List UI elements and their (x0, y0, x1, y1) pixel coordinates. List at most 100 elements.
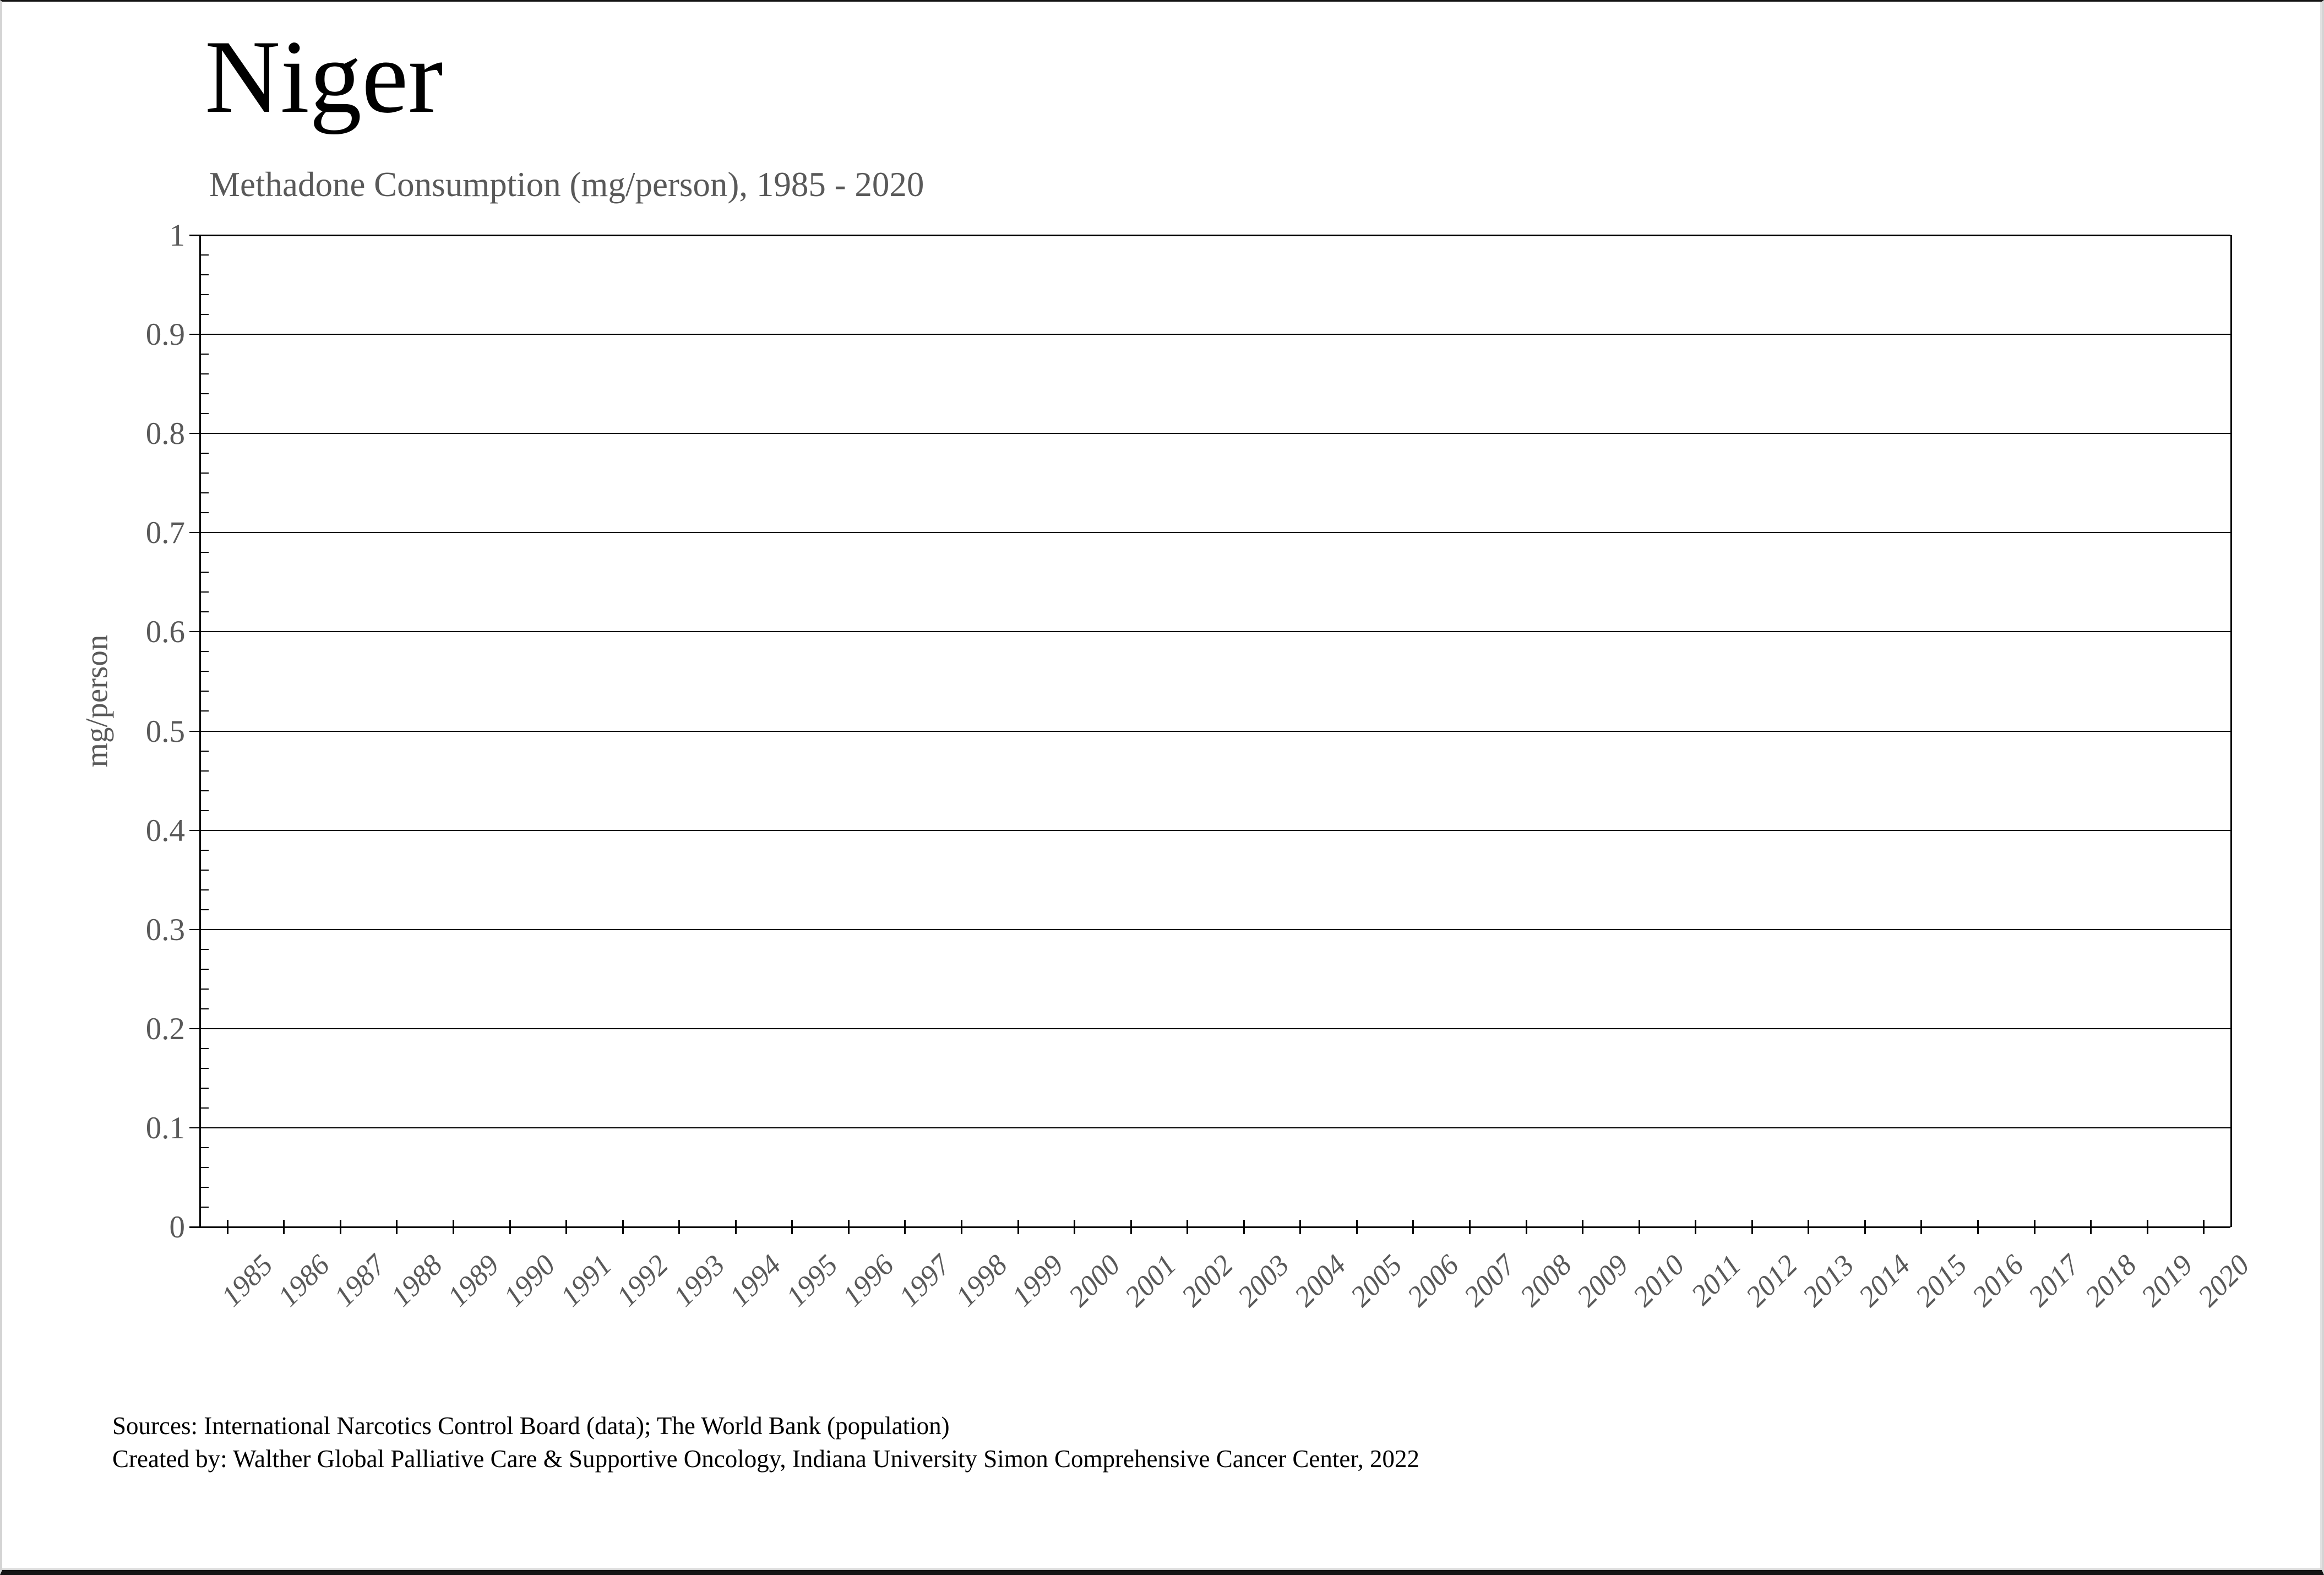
y-minor-tick (199, 968, 209, 970)
x-tick-label-1992: 1992 (611, 1248, 675, 1313)
y-tick-label-0.3: 0.3 (145, 912, 185, 947)
y-minor-tick (199, 572, 209, 573)
y-tick-label-0: 0 (169, 1210, 186, 1245)
y-minor-tick (199, 611, 209, 613)
x-tick-label-2015: 2015 (1909, 1248, 1973, 1313)
y-minor-tick (199, 671, 209, 672)
x-tick-2005 (1356, 1220, 1358, 1234)
y-minor-tick (199, 373, 209, 375)
x-tick-label-2011: 2011 (1685, 1248, 1748, 1312)
x-tick-1996 (847, 1220, 850, 1234)
x-tick-1986 (283, 1220, 285, 1234)
x-tick-2007 (1469, 1220, 1471, 1234)
y-minor-tick (199, 274, 209, 276)
x-tick-2002 (1187, 1220, 1189, 1234)
x-tick-2014 (1864, 1220, 1866, 1234)
x-tick-2013 (1808, 1220, 1810, 1234)
x-tick-2012 (1751, 1220, 1753, 1234)
x-tick-label-1986: 1986 (271, 1248, 336, 1313)
x-tick-label-2006: 2006 (1401, 1248, 1465, 1313)
x-tick-2016 (1977, 1220, 1979, 1234)
x-tick-1985 (226, 1220, 228, 1234)
y-minor-tick (199, 909, 209, 910)
y-minor-tick (199, 492, 209, 494)
x-tick-label-2019: 2019 (2135, 1248, 2200, 1313)
x-tick-1987 (339, 1220, 341, 1234)
y-minor-tick (199, 591, 209, 593)
source-note: Sources: International Narcotics Control… (112, 1409, 1419, 1475)
y-minor-tick (199, 1166, 209, 1168)
x-tick-2009 (1582, 1220, 1584, 1234)
gridline-y-0.8 (189, 433, 2230, 435)
y-minor-tick (199, 1186, 209, 1188)
x-tick-label-2010: 2010 (1627, 1248, 1691, 1313)
x-tick-2003 (1243, 1220, 1245, 1234)
x-tick-2008 (1525, 1220, 1527, 1234)
y-tick-label-0.2: 0.2 (145, 1011, 185, 1046)
y-axis-title: mg/person (79, 634, 115, 768)
x-tick-1992 (622, 1220, 624, 1234)
y-minor-tick (199, 988, 209, 990)
x-tick-2020 (2203, 1220, 2205, 1234)
y-minor-tick (199, 354, 209, 355)
x-tick-label-2002: 2002 (1175, 1248, 1239, 1313)
y-minor-tick (199, 1206, 209, 1208)
x-tick-2006 (1412, 1220, 1414, 1234)
chart-subtitle: Methadone Consumption (mg/person), 1985 … (209, 165, 924, 204)
gridline-y-0.5 (189, 730, 2230, 732)
x-tick-2001 (1130, 1220, 1132, 1234)
y-tick-label-0.4: 0.4 (145, 813, 185, 848)
x-tick-label-1989: 1989 (441, 1248, 505, 1313)
x-tick-2011 (1695, 1220, 1697, 1234)
x-tick-2019 (2146, 1220, 2148, 1234)
x-tick-label-1990: 1990 (497, 1248, 562, 1313)
gridline-y-0.7 (189, 532, 2230, 534)
x-tick-1991 (565, 1220, 568, 1234)
y-tick-label-0.1: 0.1 (145, 1110, 185, 1145)
y-tick-label-0.9: 0.9 (145, 317, 185, 352)
x-tick-1997 (904, 1220, 906, 1234)
x-tick-label-1994: 1994 (723, 1248, 788, 1313)
y-tick-label-1: 1 (169, 218, 186, 253)
x-tick-label-2001: 2001 (1119, 1248, 1183, 1313)
y-minor-tick (199, 1087, 209, 1089)
x-tick-1995 (791, 1220, 793, 1234)
y-minor-tick (199, 810, 209, 811)
x-tick-2004 (1299, 1220, 1302, 1234)
x-tick-1989 (453, 1220, 454, 1234)
x-tick-label-1988: 1988 (384, 1248, 449, 1313)
plot-area (189, 235, 2232, 1234)
x-tick-1999 (1017, 1220, 1019, 1234)
y-minor-tick (199, 453, 209, 454)
y-minor-tick (199, 1107, 209, 1109)
y-minor-tick (199, 552, 209, 553)
y-minor-tick (199, 314, 209, 316)
y-minor-tick (199, 948, 209, 950)
y-minor-tick (199, 710, 209, 712)
x-tick-2017 (2033, 1220, 2035, 1234)
y-minor-tick (199, 472, 209, 474)
x-tick-label-2009: 2009 (1570, 1248, 1635, 1313)
x-tick-label-2000: 2000 (1062, 1248, 1126, 1313)
x-tick-label-2014: 2014 (1853, 1248, 1917, 1313)
x-tick-label-1991: 1991 (554, 1248, 618, 1313)
source-line-1: Sources: International Narcotics Control… (112, 1412, 950, 1440)
y-minor-tick (199, 651, 209, 653)
x-tick-label-2005: 2005 (1345, 1248, 1409, 1313)
y-tick-label-0.8: 0.8 (145, 416, 185, 452)
gridline-y-0 (189, 1226, 2230, 1228)
x-tick-2010 (1638, 1220, 1640, 1234)
x-tick-1988 (396, 1220, 398, 1234)
x-tick-label-1985: 1985 (215, 1248, 280, 1313)
x-tick-label-2020: 2020 (2191, 1248, 2256, 1313)
x-tick-1998 (961, 1220, 962, 1234)
gridline-y-0.2 (189, 1028, 2230, 1029)
x-tick-label-2008: 2008 (1514, 1248, 1578, 1313)
gridline-y-0.4 (189, 829, 2230, 831)
x-tick-label-1999: 1999 (1005, 1248, 1070, 1313)
x-tick-label-2018: 2018 (2078, 1248, 2143, 1313)
x-tick-label-2012: 2012 (1740, 1248, 1804, 1313)
x-tick-label-2017: 2017 (2022, 1248, 2086, 1313)
gridline-y-0.3 (189, 928, 2230, 930)
